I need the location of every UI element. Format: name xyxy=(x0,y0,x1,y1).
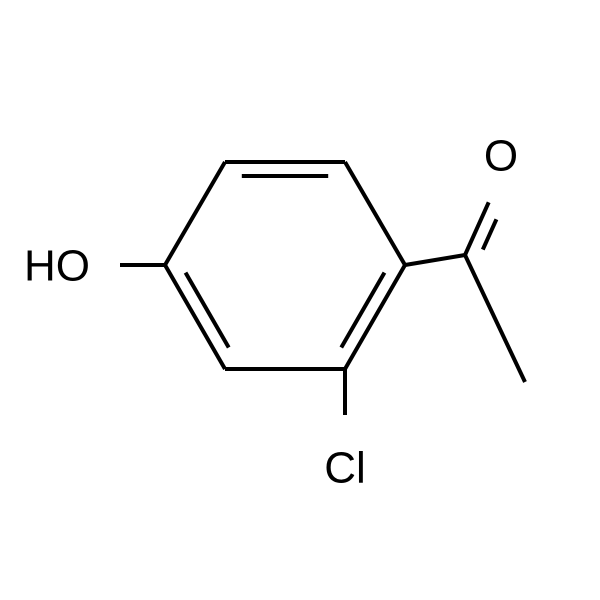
atom-label-O_d: O xyxy=(484,132,518,181)
atom-label-Cl: Cl xyxy=(324,443,366,492)
atom-label-O_OH: HO xyxy=(24,241,90,290)
molecule-diagram: HO Cl O xyxy=(0,0,600,600)
